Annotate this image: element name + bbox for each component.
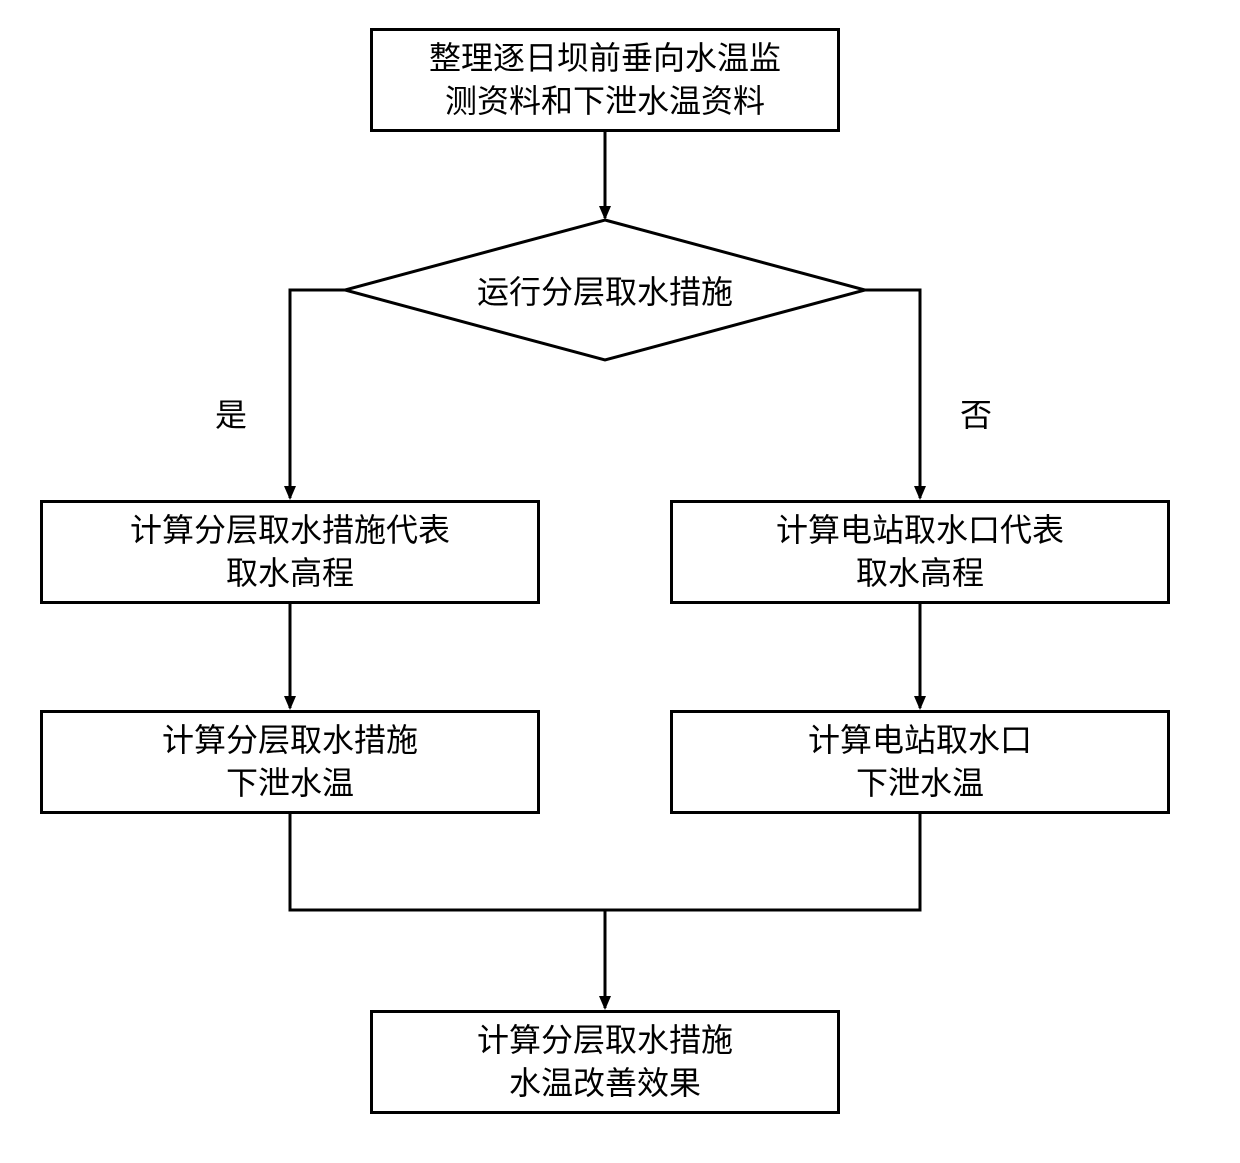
node-left2-text: 计算分层取水措施下泄水温 xyxy=(162,719,418,805)
node-right2: 计算电站取水口下泄水温 xyxy=(670,710,1170,814)
node-end-text: 计算分层取水措施水温改善效果 xyxy=(477,1019,733,1105)
node-left2: 计算分层取水措施下泄水温 xyxy=(40,710,540,814)
edge-decision-left1 xyxy=(290,290,345,498)
node-right1-text: 计算电站取水口代表取水高程 xyxy=(776,509,1064,595)
node-left1-text: 计算分层取水措施代表取水高程 xyxy=(130,509,450,595)
node-decision-text: 运行分层取水措施 xyxy=(477,267,733,313)
node-start: 整理逐日坝前垂向水温监测资料和下泄水温资料 xyxy=(370,28,840,132)
node-start-text: 整理逐日坝前垂向水温监测资料和下泄水温资料 xyxy=(429,37,781,123)
edge-decision-right1 xyxy=(865,290,920,498)
edge-label-no: 否 xyxy=(960,390,992,436)
node-right1: 计算电站取水口代表取水高程 xyxy=(670,500,1170,604)
node-right2-text: 计算电站取水口下泄水温 xyxy=(808,719,1032,805)
edge-left2-merge xyxy=(290,814,605,910)
edge-right2-merge xyxy=(605,814,920,910)
edge-label-yes: 是 xyxy=(215,390,247,436)
node-left1: 计算分层取水措施代表取水高程 xyxy=(40,500,540,604)
node-decision-text-wrap: 运行分层取水措施 xyxy=(455,268,755,312)
node-end: 计算分层取水措施水温改善效果 xyxy=(370,1010,840,1114)
